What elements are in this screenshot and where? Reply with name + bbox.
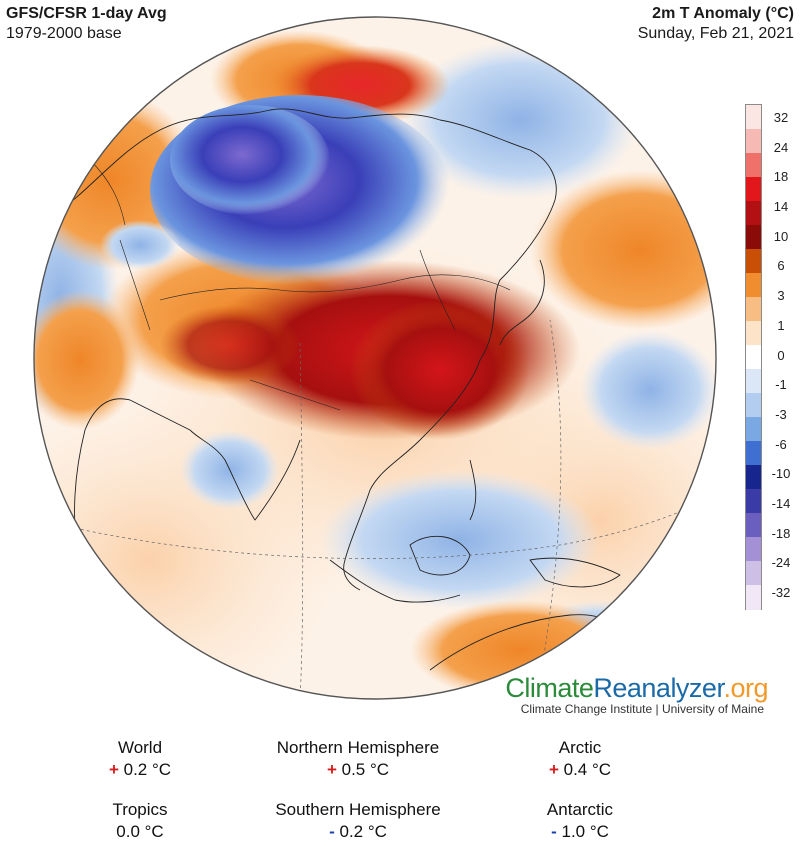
globe-outline — [33, 16, 717, 700]
baseline-label: 1979-2000 base — [6, 25, 122, 42]
color-scale-tick-label: 10 — [773, 228, 789, 244]
color-scale-swatch — [746, 345, 761, 370]
color-scale-tick-label: 3 — [777, 288, 785, 304]
color-scale-swatch — [746, 105, 761, 130]
stat-arctic: Arctic + 0.4 °C — [470, 737, 690, 781]
color-scale-tick-label: -24 — [771, 555, 791, 571]
color-scale-bar — [745, 104, 762, 610]
stat-arctic-value: 0.4 °C — [563, 760, 612, 779]
color-scale-tick-label: -18 — [771, 525, 791, 541]
brand-logo: ClimateReanalyzer.org — [505, 672, 768, 704]
color-scale-swatch — [746, 369, 761, 394]
stat-northern-hemisphere: Northern Hemisphere + 0.5 °C — [248, 737, 468, 781]
color-scale-tick-label: 0 — [777, 347, 785, 363]
stat-tropics: Tropics 0.0 °C — [30, 799, 250, 843]
color-scale-swatch — [746, 393, 761, 418]
variable-title: 2m T Anomaly (°C) — [652, 5, 794, 22]
color-scale-swatch — [746, 417, 761, 442]
brand-part-climate: Climate — [505, 673, 594, 703]
stat-antarctic-sign: - — [551, 822, 557, 841]
brand-subtitle: Climate Change Institute | University of… — [520, 702, 764, 716]
stat-nh-label: Northern Hemisphere — [276, 738, 440, 757]
color-scale-swatch — [746, 273, 761, 298]
stat-world-value: 0.2 °C — [123, 760, 172, 779]
color-scale-swatch — [746, 153, 761, 178]
color-scale-swatch — [746, 441, 761, 466]
color-scale-tick-label: -6 — [775, 436, 787, 452]
stat-antarctic-label: Antarctic — [546, 800, 614, 819]
color-scale-swatch — [746, 297, 761, 322]
stat-antarctic: Antarctic - 1.0 °C — [470, 799, 690, 843]
color-scale-swatch — [746, 129, 761, 154]
color-scale-swatch — [746, 249, 761, 274]
color-scale-tick-label: 32 — [773, 110, 789, 125]
color-scale-tick-label: 1 — [777, 317, 785, 333]
color-scale-swatch — [746, 513, 761, 538]
stat-tropics-value: 0.0 °C — [116, 822, 164, 841]
color-scale-swatch — [746, 177, 761, 202]
color-scale-swatch — [746, 465, 761, 490]
stat-sh-sign: - — [329, 822, 335, 841]
stat-arctic-sign: + — [548, 760, 559, 779]
stat-sh-value: 0.2 °C — [339, 822, 387, 841]
stat-world-sign: + — [108, 760, 119, 779]
color-scale-swatch — [746, 585, 761, 610]
color-scale-tick-label: 6 — [777, 258, 785, 274]
brand-part-org: .org — [723, 673, 768, 703]
stat-antarctic-value: 1.0 °C — [561, 822, 609, 841]
stat-sh-label: Southern Hemisphere — [275, 800, 441, 819]
stat-world: World + 0.2 °C — [30, 737, 250, 781]
color-scale-tick-label: 18 — [773, 169, 789, 185]
color-scale-tick-label: 24 — [773, 139, 789, 155]
stat-world-label: World — [117, 738, 163, 757]
color-scale-tick-label: -32 — [771, 585, 791, 600]
color-scale-swatch — [746, 561, 761, 586]
color-scale-tick-label: 14 — [773, 199, 789, 215]
color-scale-swatch — [746, 489, 761, 514]
color-scale-tick-label: -14 — [771, 495, 791, 511]
stat-nh-sign: + — [326, 760, 337, 779]
color-scale-swatch — [746, 537, 761, 562]
stat-southern-hemisphere: Southern Hemisphere - 0.2 °C — [248, 799, 468, 843]
stat-nh-value: 0.5 °C — [341, 760, 390, 779]
stat-tropics-label: Tropics — [112, 800, 168, 819]
date-label: Sunday, Feb 21, 2021 — [637, 25, 794, 42]
color-scale-tick-label: -1 — [775, 377, 787, 393]
globe-map — [33, 16, 717, 700]
stat-arctic-label: Arctic — [558, 738, 602, 757]
color-scale-tick-label: -3 — [775, 406, 787, 422]
product-title: GFS/CFSR 1-day Avg — [6, 5, 167, 22]
color-scale-swatch — [746, 201, 761, 226]
color-scale-swatch — [746, 225, 761, 250]
brand-part-reanalyzer: Reanalyzer — [593, 673, 724, 703]
color-scale-swatch — [746, 321, 761, 346]
color-scale-tick-label: -10 — [771, 466, 791, 482]
globe-svg — [33, 16, 717, 700]
